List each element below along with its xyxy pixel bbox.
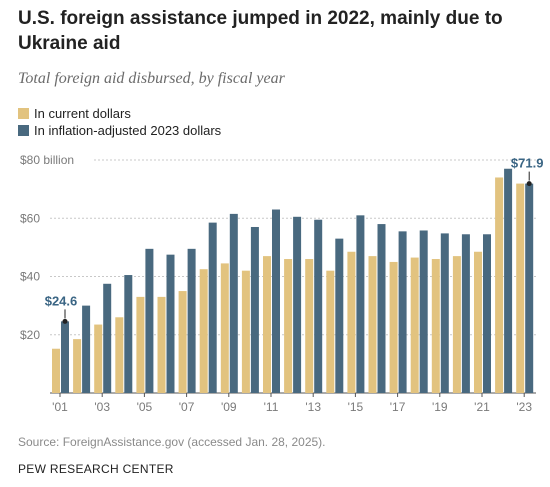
x-tick-label: '15 [348,400,364,414]
bar-adjusted-2001 [61,321,69,393]
x-tick-label: '11 [264,400,279,414]
bar-current-2001 [52,348,60,393]
x-tick-label: '01 [52,400,68,414]
bar-current-2018 [410,257,419,393]
annotation-dot [62,318,68,324]
legend-label-adjusted: In inflation-adjusted 2023 dollars [34,123,222,138]
bar-adjusted-2016 [377,224,386,393]
bar-current-2010 [241,270,250,393]
bar-adjusted-2010 [250,226,259,393]
y-tick-label: $80 billion [20,153,74,167]
y-tick-label: $40 [20,270,40,284]
bar-chart: $20$40$60$80 billion $24.6$71.9 '01'03'0… [20,153,544,414]
legend: In current dollars In inflation-adjusted… [18,105,221,139]
bar-current-2020 [452,256,461,393]
bar-current-2015 [347,251,356,393]
x-tick-label: '07 [179,400,195,414]
x-axis: '01 '03 '05 '07 '09 '11 '13 '15 '17 '19 '21 '23 [52,393,532,414]
legend-item-adjusted: In inflation-adjusted 2023 dollars [18,122,221,139]
bar-current-2003 [94,324,103,393]
bar-adjusted-2011 [272,209,280,393]
annotation-label: $24.6 [45,293,78,308]
bar-adjusted-2006 [166,254,175,393]
annotation-label: $71.9 [511,156,544,171]
x-tick-label: '05 [137,400,153,414]
bar-adjusted-2017 [398,231,407,393]
y-tick-label: $60 [20,211,40,225]
bar-adjusted-2019 [440,233,449,393]
bar-current-2014 [326,270,335,393]
bar-current-2008 [199,269,208,393]
bar-adjusted-2021 [483,234,491,393]
annotations: $24.6 $71.9 [45,156,544,324]
bar-current-2011 [263,256,271,393]
x-tick-label: '21 [474,400,490,414]
bar-current-2007 [178,291,187,393]
bar-current-2009 [220,263,229,393]
bar-current-2005 [136,296,145,393]
bar-current-2013 [305,259,314,393]
bar-adjusted-2005 [145,248,154,393]
x-tick-label: '17 [390,400,406,414]
bar-adjusted-2012 [293,216,302,393]
bar-adjusted-2004 [124,275,133,393]
bar-current-2012 [284,259,293,393]
x-tick-label: '09 [221,400,237,414]
x-tick-label: '03 [94,400,110,414]
bar-adjusted-2023 [525,183,534,393]
bar-current-2004 [115,317,124,393]
y-tick-label: $20 [20,328,40,342]
annotation-dot [526,181,532,187]
x-tick-label: '19 [432,400,448,414]
bar-adjusted-2009 [229,213,238,393]
legend-item-current: In current dollars [18,105,221,122]
bar-current-2017 [389,261,398,393]
legend-label-current: In current dollars [34,106,131,121]
bar-adjusted-2020 [461,234,470,393]
bar-current-2016 [368,256,377,393]
bar-current-2006 [157,296,166,393]
bar-adjusted-2022 [504,168,513,393]
x-tick-label: '13 [305,400,321,414]
bars [52,168,534,393]
bar-current-2002 [73,339,82,393]
bar-current-2022 [495,177,504,393]
bar-adjusted-2008 [208,222,217,393]
bar-current-2019 [431,259,440,393]
bar-adjusted-2003 [103,283,112,393]
source-note: Source: ForeignAssistance.gov (accessed … [18,435,326,449]
legend-swatch-current [18,108,29,119]
chart-subtitle: Total foreign aid disbursed, by fiscal y… [18,70,285,87]
bar-adjusted-2018 [419,230,428,393]
bar-adjusted-2014 [335,238,344,393]
organization-name: PEW RESEARCH CENTER [18,462,174,476]
bar-adjusted-2013 [314,219,323,393]
bar-adjusted-2015 [356,215,365,393]
chart-title: U.S. foreign assistance jumped in 2022, … [18,8,503,54]
legend-swatch-adjusted [18,125,29,136]
x-tick-label: '23 [516,400,532,414]
bar-adjusted-2007 [187,248,196,393]
bar-adjusted-2002 [82,305,91,393]
bar-current-2023 [516,183,525,393]
bar-current-2021 [474,251,482,393]
